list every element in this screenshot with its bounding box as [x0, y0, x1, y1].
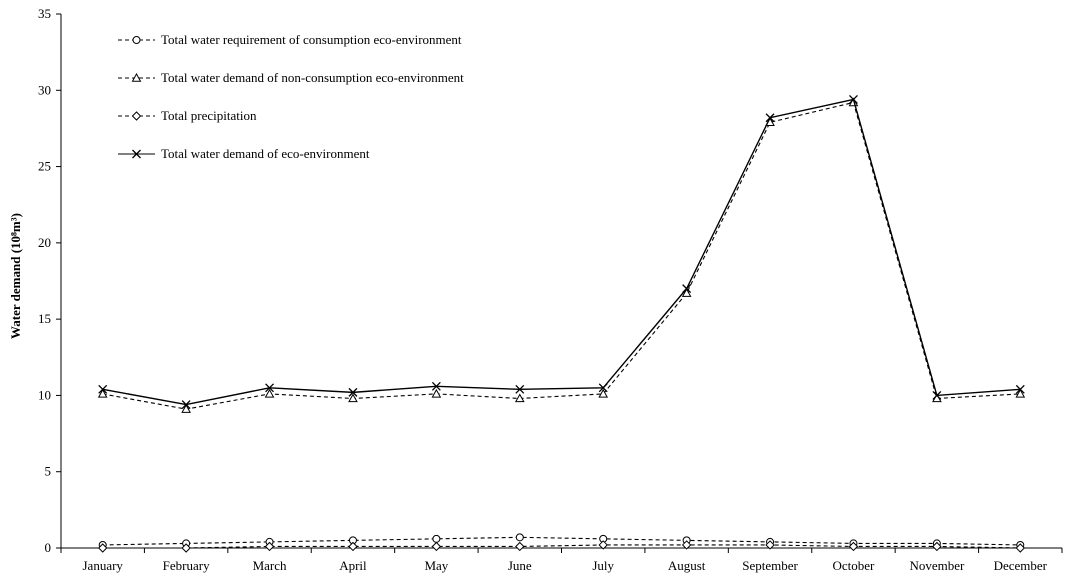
data-point — [97, 388, 108, 398]
y-tick-label: 30 — [38, 82, 51, 97]
data-point — [431, 381, 441, 391]
data-point — [181, 543, 191, 553]
series-line — [102, 101, 1021, 410]
y-tick-label: 25 — [38, 159, 51, 174]
data-point — [431, 388, 442, 398]
series-2 — [97, 97, 1026, 413]
y-tick-label: 35 — [38, 6, 51, 21]
data-point — [1015, 388, 1026, 398]
data-point — [515, 384, 525, 394]
legend: Total water requirement of consumption e… — [118, 32, 464, 161]
x-tick-label: March — [253, 558, 287, 573]
series-line — [102, 98, 1021, 406]
data-point — [265, 383, 275, 393]
y-tick-label: 10 — [38, 387, 51, 402]
data-point — [431, 541, 442, 552]
y-axis-title: Water demand (10⁸m³) — [8, 213, 23, 339]
x-tick-label: October — [833, 558, 876, 573]
data-point — [1015, 543, 1025, 553]
data-point — [181, 400, 191, 410]
x-tick-label: June — [508, 558, 532, 573]
data-point — [264, 388, 275, 398]
data-point — [515, 533, 524, 542]
data-point — [514, 393, 525, 403]
series-line — [102, 536, 1021, 546]
series-line — [102, 544, 1021, 549]
data-point — [932, 541, 942, 552]
legend-marker — [131, 111, 142, 121]
data-point — [932, 390, 942, 400]
legend-marker — [132, 36, 141, 44]
data-point — [681, 288, 692, 297]
y-tick-label: 0 — [45, 540, 52, 555]
legend-label: Total water demand of eco-environment — [161, 146, 370, 161]
data-point — [765, 113, 775, 123]
data-point — [432, 534, 441, 543]
series-layer — [97, 94, 1026, 553]
data-point — [515, 541, 525, 552]
legend-label: Total water demand of non-consumption ec… — [161, 70, 464, 85]
data-point — [682, 284, 692, 294]
series-4 — [98, 94, 1025, 410]
data-point — [98, 384, 108, 394]
data-point — [848, 94, 858, 104]
x-tick-label: July — [592, 558, 614, 573]
data-point — [598, 388, 609, 398]
data-point — [181, 404, 191, 413]
data-point — [348, 387, 358, 397]
legend-marker — [132, 149, 141, 159]
series-3 — [98, 540, 1025, 553]
data-point — [848, 541, 859, 552]
data-point — [681, 540, 692, 550]
y-tick-label: 5 — [45, 464, 52, 479]
legend-marker — [131, 72, 142, 82]
x-tick-label: August — [668, 558, 706, 573]
x-tick-label: November — [909, 558, 965, 573]
y-tick-label: 20 — [38, 235, 51, 250]
data-point — [264, 541, 275, 552]
x-tick-label: May — [424, 558, 448, 573]
data-point — [348, 393, 358, 403]
y-tick-label: 15 — [38, 311, 51, 326]
legend-label: Total precipitation — [161, 108, 257, 123]
x-tick-label: January — [82, 558, 123, 573]
x-tick-label: December — [994, 558, 1048, 573]
x-tick-label: April — [339, 558, 367, 573]
data-point — [765, 540, 775, 550]
data-point — [598, 540, 608, 550]
data-point — [98, 543, 108, 553]
x-tick-label: February — [163, 558, 210, 573]
x-axis: January February March April May June July Augu… — [60, 547, 1063, 573]
data-point — [598, 383, 608, 393]
x-tick-label: September — [742, 558, 798, 573]
y-axis: 0 5 10 15 20 25 30 35 — [38, 6, 62, 555]
legend-label: Total water requirement of consumption e… — [161, 32, 462, 47]
data-point — [348, 541, 358, 552]
data-point — [1015, 384, 1025, 394]
